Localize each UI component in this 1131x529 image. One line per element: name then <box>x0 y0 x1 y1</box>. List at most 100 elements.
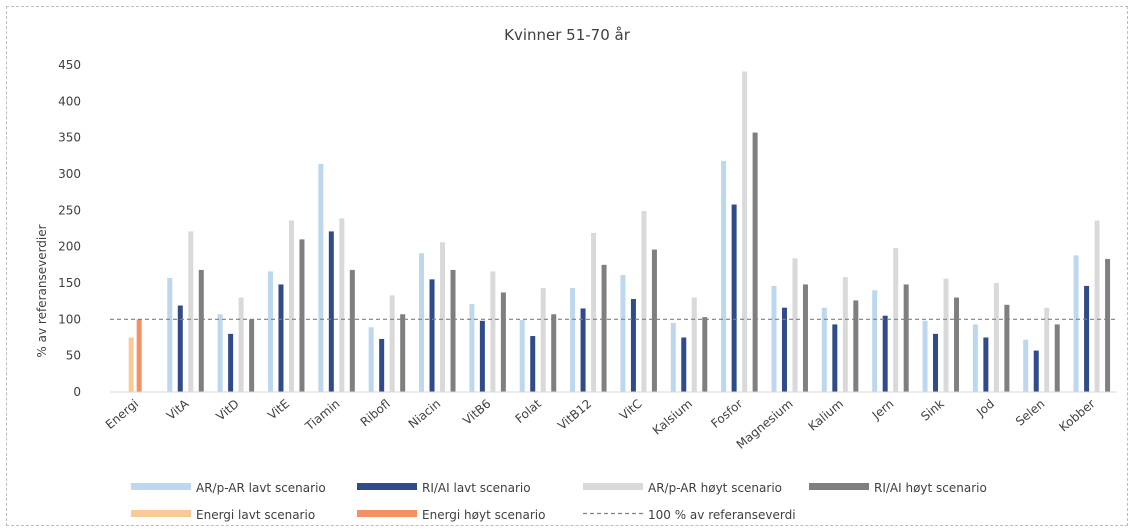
bar-magnesium-series-0 <box>771 285 777 392</box>
bar-magnesium-series-2 <box>792 258 798 392</box>
bar-vitc-series-2 <box>641 211 647 392</box>
bar-chart: Kvinner 51-70 år % av referanseverdier 0… <box>35 26 1117 522</box>
legend-label-3: RI/AI høyt scenario <box>874 481 987 495</box>
bar-tiamin-series-0 <box>318 163 324 392</box>
bar-ribofl-series-3 <box>400 314 406 392</box>
legend-swatch-2 <box>583 483 643 490</box>
bar-ribofl-series-0 <box>368 327 374 392</box>
bar-magnesium-series-3 <box>802 284 808 392</box>
x-tick-label-vitd: VitD <box>213 397 241 424</box>
bar-vite-series-1 <box>278 284 284 392</box>
legend-swatch-0 <box>131 483 191 490</box>
bar-tiamin-series-3 <box>349 269 355 392</box>
legend-label-1: RI/AI lavt scenario <box>422 481 531 495</box>
y-tick-label: 250 <box>58 203 81 217</box>
y-axis-ticks: 0 50 100 150 200 250 300 350 400 450 <box>58 58 81 399</box>
bar-vitb6-series-3 <box>500 292 506 392</box>
x-tick-label-ribofl: Ribofl <box>358 397 393 430</box>
bar-jod-series-2 <box>993 283 999 392</box>
x-tick-label-folat: Folat <box>513 396 545 426</box>
bar-fosfor-series-0 <box>721 160 727 392</box>
bar-vitd-series-3 <box>249 319 255 392</box>
bar-ribofl-series-2 <box>389 295 395 392</box>
bar-fosfor-series-2 <box>742 71 748 392</box>
y-tick-label: 300 <box>58 167 81 181</box>
x-tick-label-jern: Jern <box>869 397 897 423</box>
bar-jod-series-0 <box>972 324 978 392</box>
bar-vitb6-series-1 <box>479 320 485 392</box>
bar-folat-series-3 <box>551 314 557 392</box>
bar-energi-series-5 <box>136 319 142 392</box>
bar-vitd-series-1 <box>228 333 234 392</box>
bar-jern-series-2 <box>893 248 899 392</box>
legend-swatch-5 <box>357 510 417 517</box>
bar-kalium-series-1 <box>832 324 838 392</box>
bar-niacin-series-2 <box>440 242 446 392</box>
x-tick-label-vitb6: VitB6 <box>460 397 493 428</box>
bar-kobber-series-3 <box>1105 259 1111 392</box>
bar-kalsium-series-2 <box>691 297 697 392</box>
bar-folat-series-2 <box>540 288 546 392</box>
bar-jern-series-0 <box>872 290 878 392</box>
bar-jod-series-1 <box>983 337 989 392</box>
bar-fosfor-series-3 <box>752 132 758 392</box>
bar-jern-series-1 <box>882 315 888 392</box>
y-tick-label: 150 <box>58 276 81 290</box>
bar-jern-series-3 <box>903 284 909 392</box>
bar-vitd-series-2 <box>238 297 244 392</box>
x-tick-label-vitc: VitC <box>617 397 645 423</box>
y-tick-label: 450 <box>58 58 81 72</box>
bar-selen-series-2 <box>1044 307 1050 392</box>
bar-folat-series-0 <box>519 320 525 392</box>
bar-niacin-series-0 <box>419 253 425 392</box>
bar-kobber-series-2 <box>1094 220 1100 392</box>
bar-vitc-series-0 <box>620 275 626 392</box>
x-tick-label-tiamin: Tiamin <box>302 397 343 434</box>
y-tick-label: 100 <box>58 312 81 326</box>
x-tick-label-fosfor: Fosfor <box>708 397 745 431</box>
x-tick-label-energi: Energi <box>103 397 141 432</box>
bar-magnesium-series-1 <box>781 307 787 392</box>
bar-selen-series-1 <box>1033 350 1039 392</box>
legend-label-0: AR/p-AR lavt scenario <box>196 481 326 495</box>
legend: AR/p-AR lavt scenario RI/AI lavt scenario… <box>131 481 987 522</box>
x-axis-tick-labels: Energi VitA VitD VitE Tiamin Ribofl Niacin VitB… <box>103 396 1098 452</box>
x-tick-label-kalium: Kalium <box>806 397 846 434</box>
bar-niacin-series-1 <box>429 279 435 392</box>
bar-selen-series-0 <box>1023 339 1029 392</box>
bar-vita-series-2 <box>188 231 194 392</box>
x-tick-label-selen: Selen <box>1013 397 1048 429</box>
x-tick-label-kobber: Kobber <box>1056 397 1097 435</box>
bar-kalium-series-2 <box>842 277 848 392</box>
y-tick-label: 200 <box>58 240 81 254</box>
x-tick-label-vita: VitA <box>164 396 192 423</box>
bar-vita-series-0 <box>167 277 173 392</box>
bar-kobber-series-1 <box>1084 285 1090 392</box>
bar-kobber-series-0 <box>1073 255 1079 392</box>
bar-sink-series-3 <box>954 297 960 392</box>
y-tick-label: 350 <box>58 131 81 145</box>
x-tick-label-jod: Jod <box>973 397 997 420</box>
x-tick-label-vite: VitE <box>265 397 292 423</box>
bar-ribofl-series-1 <box>379 338 385 392</box>
bar-vitb6-series-2 <box>490 271 496 392</box>
bar-kalsium-series-1 <box>681 337 687 392</box>
y-tick-label: 400 <box>58 94 81 108</box>
bar-niacin-series-3 <box>450 269 456 392</box>
bar-jod-series-3 <box>1004 304 1010 392</box>
bar-kalsium-series-0 <box>670 322 676 392</box>
bar-kalium-series-0 <box>821 307 827 392</box>
bar-sink-series-2 <box>943 278 949 392</box>
bar-sink-series-0 <box>922 320 928 392</box>
x-tick-label-kalsium: Kalsium <box>650 397 695 438</box>
bar-sink-series-1 <box>933 333 939 392</box>
bar-vitb6-series-0 <box>469 304 475 392</box>
bar-vitd-series-0 <box>217 314 223 392</box>
bar-fosfor-series-1 <box>731 204 737 392</box>
legend-label-5: Energi høyt scenario <box>422 508 545 522</box>
bar-vita-series-1 <box>177 305 183 392</box>
legend-label-6: 100 % av referanseverdi <box>648 508 796 522</box>
legend-swatch-4 <box>131 510 191 517</box>
bar-tiamin-series-2 <box>339 218 345 392</box>
bar-kalsium-series-3 <box>702 317 708 392</box>
